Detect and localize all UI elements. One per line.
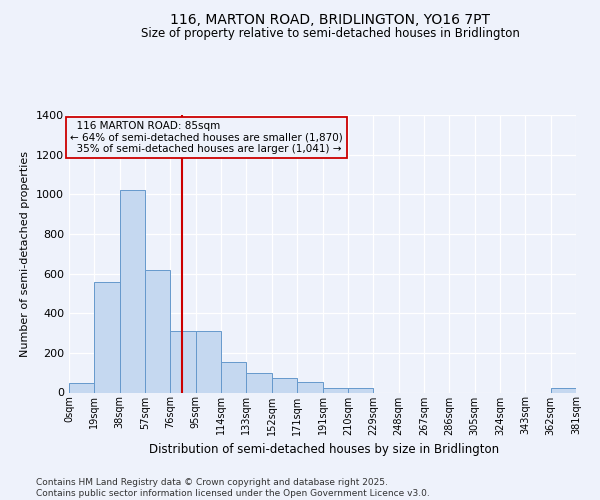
Text: Size of property relative to semi-detached houses in Bridlington: Size of property relative to semi-detach… bbox=[140, 26, 520, 40]
Bar bbox=[69, 382, 94, 392]
Bar bbox=[247, 372, 272, 392]
Bar bbox=[221, 362, 247, 392]
Bar bbox=[120, 190, 145, 392]
Bar bbox=[323, 388, 348, 392]
Bar bbox=[145, 270, 170, 392]
Bar bbox=[272, 378, 297, 392]
Text: 116, MARTON ROAD, BRIDLINGTON, YO16 7PT: 116, MARTON ROAD, BRIDLINGTON, YO16 7PT bbox=[170, 12, 490, 26]
Text: 116 MARTON ROAD: 85sqm
← 64% of semi-detached houses are smaller (1,870)
  35% o: 116 MARTON ROAD: 85sqm ← 64% of semi-det… bbox=[70, 121, 343, 154]
Y-axis label: Number of semi-detached properties: Number of semi-detached properties bbox=[20, 151, 31, 357]
Text: Contains HM Land Registry data © Crown copyright and database right 2025.
Contai: Contains HM Land Registry data © Crown c… bbox=[36, 478, 430, 498]
Bar bbox=[348, 388, 373, 392]
Bar bbox=[297, 382, 323, 392]
Bar bbox=[196, 331, 221, 392]
Bar bbox=[170, 331, 196, 392]
Bar bbox=[551, 388, 576, 392]
Bar bbox=[94, 282, 119, 393]
Text: Distribution of semi-detached houses by size in Bridlington: Distribution of semi-detached houses by … bbox=[149, 442, 499, 456]
